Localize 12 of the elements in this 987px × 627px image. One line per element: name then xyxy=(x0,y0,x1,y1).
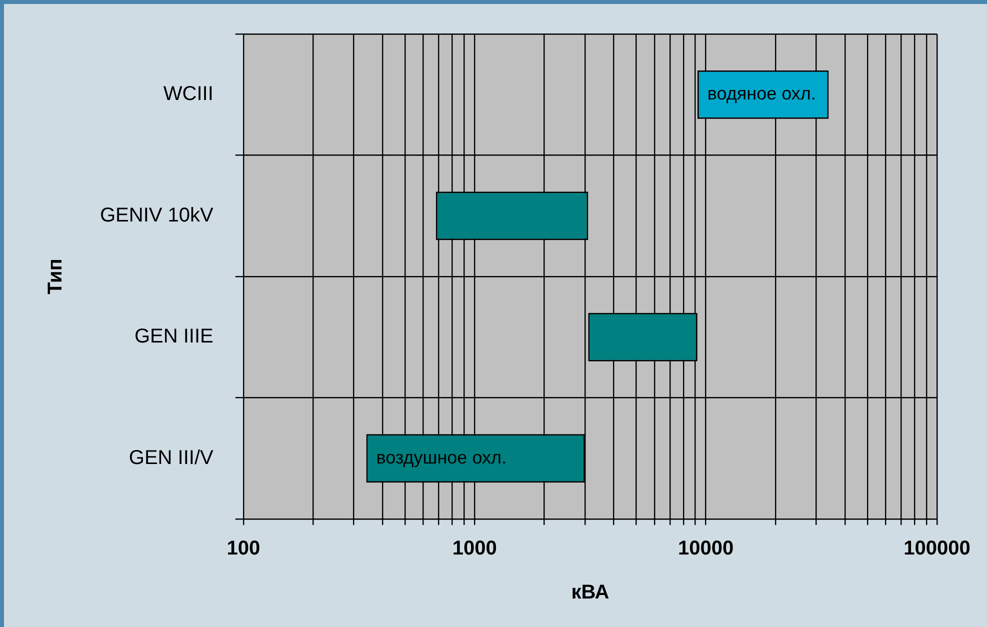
x-tick-label: 10000 xyxy=(678,538,734,560)
x-tick-label: 1000 xyxy=(452,538,497,560)
y-tick-label: GEN IIIE xyxy=(134,326,214,348)
y-axis-title: Тип xyxy=(44,258,67,294)
annotation: воздушное охл. xyxy=(376,447,507,468)
x-tick-label: 100 xyxy=(226,538,260,560)
y-tick-label: WCIII xyxy=(163,83,214,106)
y-tick-label: GEN III/V xyxy=(128,446,214,469)
x-tick-label: 100000 xyxy=(904,538,970,560)
y-tick-label: GENIV 10kV xyxy=(100,204,214,226)
x-axis-title: кВА xyxy=(571,582,610,604)
annotation: водяное охл. xyxy=(707,84,816,104)
